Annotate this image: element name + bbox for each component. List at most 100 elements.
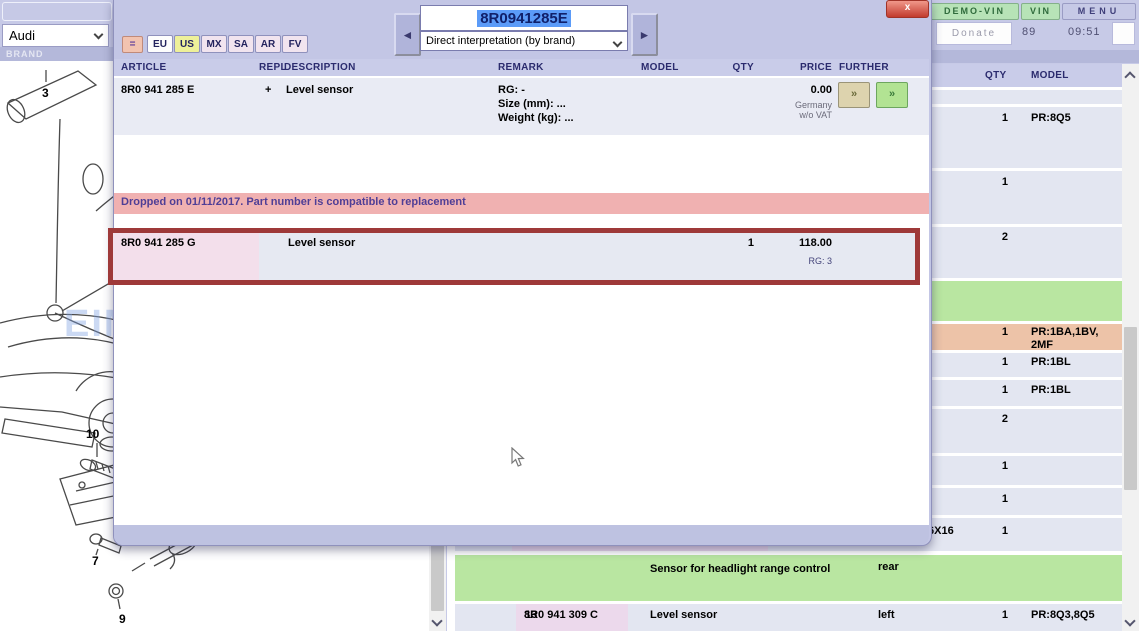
callout-label: 10 — [86, 427, 100, 441]
model-column-header: MODEL — [1031, 70, 1069, 81]
result-remark-line: Weight (kg): ... — [498, 112, 574, 124]
part-number-cell — [516, 604, 628, 631]
menu-button[interactable]: MENU — [1062, 3, 1136, 20]
scroll-down-button[interactable] — [1124, 615, 1136, 628]
scrollbar-thumb[interactable] — [1124, 327, 1137, 490]
arrow-right-icon: ► — [638, 27, 651, 42]
chevron-down-icon — [1124, 615, 1136, 627]
table-row[interactable]: 13 8R0 941 309 C Level sensor left 1 PR:… — [455, 604, 1122, 631]
callout-label: 3 — [42, 86, 49, 100]
row-description: Level sensor — [650, 609, 718, 621]
result-description: Level sensor — [286, 84, 354, 96]
row-qty: 1 — [1001, 112, 1008, 124]
row-qty: 2 — [1001, 231, 1008, 243]
callout-label: 9 — [119, 612, 126, 626]
result-remark-line: Size (mm): ... — [498, 98, 566, 110]
price-note: w/o VAT — [799, 110, 832, 120]
row-qty: 1 — [1001, 493, 1008, 505]
row-model: PR:8Q3,8Q5 — [1031, 609, 1095, 621]
replacement-qty: 1 — [747, 237, 754, 249]
chevron-up-icon — [1124, 71, 1136, 83]
interpretation-select-value: Direct interpretation (by brand) — [426, 35, 576, 47]
row-part-number: 8R0 941 309 C — [524, 609, 598, 621]
demo-vin-button[interactable]: DEMO-VIN — [930, 3, 1019, 20]
row-side: left — [878, 609, 895, 621]
result-table-body — [114, 76, 929, 525]
dialog-footer — [114, 525, 929, 545]
row-pos: 13 — [525, 609, 538, 621]
next-button[interactable]: ► — [631, 13, 658, 56]
filter-tab-ar[interactable]: AR — [255, 35, 281, 53]
dropped-notice-banner: Dropped on 01/11/2017. Part number is co… — [114, 193, 929, 214]
result-row[interactable] — [114, 78, 929, 135]
dropped-notice-text: Dropped on 01/11/2017. Part number is co… — [121, 196, 466, 208]
close-button[interactable]: x — [886, 0, 929, 18]
table-row-highlight-green[interactable]: Sensor for headlight range control rear — [455, 555, 1122, 601]
chevron-down-icon — [612, 37, 623, 48]
price-note: Germany — [794, 100, 832, 110]
row-qty: 1 — [1001, 525, 1008, 537]
description-column-header: DESCRIPTION — [284, 62, 356, 73]
result-price: 0.00 — [810, 84, 832, 96]
row-qty: 1 — [1001, 609, 1008, 621]
part-number-input-value: 8R0941285E — [477, 9, 571, 27]
filter-tab-us-active[interactable]: US — [174, 35, 200, 53]
row-qty: 1 — [1001, 176, 1008, 188]
row-qty: 1 — [1001, 460, 1008, 472]
row-qty: 1 — [1001, 384, 1008, 396]
toolbar-field — [2, 2, 112, 21]
brand-bar-label: BRAND — [6, 49, 44, 59]
model-column-header: MODEL — [641, 62, 679, 73]
article-column-header: ARTICLE — [121, 62, 167, 73]
row-model: PR:1BA,1BV, — [1031, 326, 1099, 338]
filter-tab-equals[interactable]: = — [122, 36, 143, 53]
callout-label: 7 — [92, 554, 99, 568]
search-result-dialog: x = EU US MX SA AR FV ◄ 8R0941285E Direc… — [108, 0, 932, 546]
replacement-article: 8R0 941 285 G — [121, 237, 196, 249]
chevron-down-icon — [93, 29, 104, 40]
scroll-down-button[interactable] — [431, 615, 443, 628]
row-qty: 1 — [1001, 326, 1008, 338]
price-column-header: PRICE — [799, 62, 832, 73]
brand-select-value: Audi — [9, 28, 36, 43]
result-article: 8R0 941 285 E — [121, 84, 195, 96]
further-info-button[interactable]: » — [838, 82, 870, 108]
filter-tab-fv[interactable]: FV — [282, 35, 308, 53]
previous-button[interactable]: ◄ — [394, 13, 421, 56]
replacement-price: 118.00 — [798, 237, 832, 249]
replacement-article-cell — [113, 233, 259, 280]
mouse-cursor — [511, 447, 525, 467]
filter-tab-mx[interactable]: MX — [201, 35, 227, 53]
vin-button[interactable]: VIN — [1021, 3, 1060, 20]
row-model: PR:1BL — [1031, 384, 1071, 396]
row-partial-text: 6X16 — [928, 525, 954, 537]
result-repl: + — [265, 84, 272, 96]
interpretation-select[interactable]: Direct interpretation (by brand) — [420, 31, 628, 51]
filter-tab-sa[interactable]: SA — [228, 35, 254, 53]
scroll-up-button[interactable] — [1124, 71, 1136, 84]
row-qty: 1 — [1001, 356, 1008, 368]
chevron-down-icon — [431, 615, 443, 627]
row-model: PR:1BL — [1031, 356, 1071, 368]
scrollbar-thumb[interactable] — [431, 545, 444, 611]
counter-value: 89 — [1022, 26, 1037, 38]
brand-select[interactable]: Audi — [2, 24, 109, 47]
further-usage-button[interactable]: » — [876, 82, 908, 108]
arrow-left-icon: ◄ — [401, 27, 414, 42]
qty-column-header: QTY — [732, 62, 754, 73]
status-box — [1112, 22, 1135, 45]
result-remark-line: RG: - — [498, 84, 525, 96]
part-number-input[interactable]: 8R0941285E — [420, 5, 628, 31]
filter-tab-eu[interactable]: EU — [147, 35, 173, 53]
remark-column-header: REMARK — [498, 62, 544, 73]
table-scrollbar[interactable] — [1122, 64, 1139, 631]
qty-column-header: QTY — [985, 70, 1007, 81]
replacement-description: Level sensor — [288, 237, 356, 249]
row-qty: 2 — [1001, 413, 1008, 425]
repl-column-header: REPL — [259, 62, 287, 73]
replacement-price-note: RG: 3 — [808, 256, 832, 266]
donate-button[interactable]: Donate — [936, 22, 1012, 45]
clock: 09:51 — [1068, 26, 1101, 38]
row-side: rear — [878, 561, 899, 573]
